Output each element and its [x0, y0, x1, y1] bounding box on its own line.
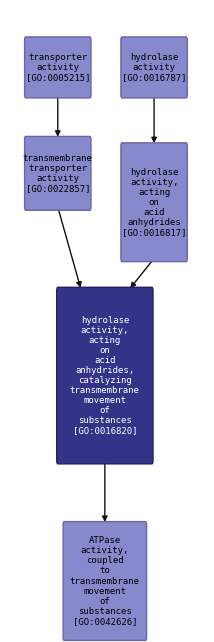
Text: transporter
activity
[GO:0005215]: transporter activity [GO:0005215]: [25, 53, 90, 82]
FancyBboxPatch shape: [121, 37, 187, 98]
FancyBboxPatch shape: [63, 521, 147, 640]
FancyBboxPatch shape: [121, 143, 187, 262]
FancyBboxPatch shape: [57, 288, 153, 464]
FancyBboxPatch shape: [25, 137, 91, 211]
Text: hydrolase
activity,
acting
on
acid
anhydrides
[GO:0016817]: hydrolase activity, acting on acid anhyd…: [122, 168, 186, 237]
Text: transmembrane
transporter
activity
[GO:0022857]: transmembrane transporter activity [GO:0…: [23, 154, 93, 193]
FancyBboxPatch shape: [25, 37, 91, 98]
Text: ATPase
activity,
coupled
to
transmembrane
movement
of
substances
[GO:0042626]: ATPase activity, coupled to transmembran…: [70, 536, 140, 626]
Text: hydrolase
activity,
acting
on
acid
anhydrides,
catalyzing
transmembrane
movement: hydrolase activity, acting on acid anhyd…: [70, 316, 140, 435]
Text: hydrolase
activity
[GO:0016787]: hydrolase activity [GO:0016787]: [122, 53, 186, 82]
